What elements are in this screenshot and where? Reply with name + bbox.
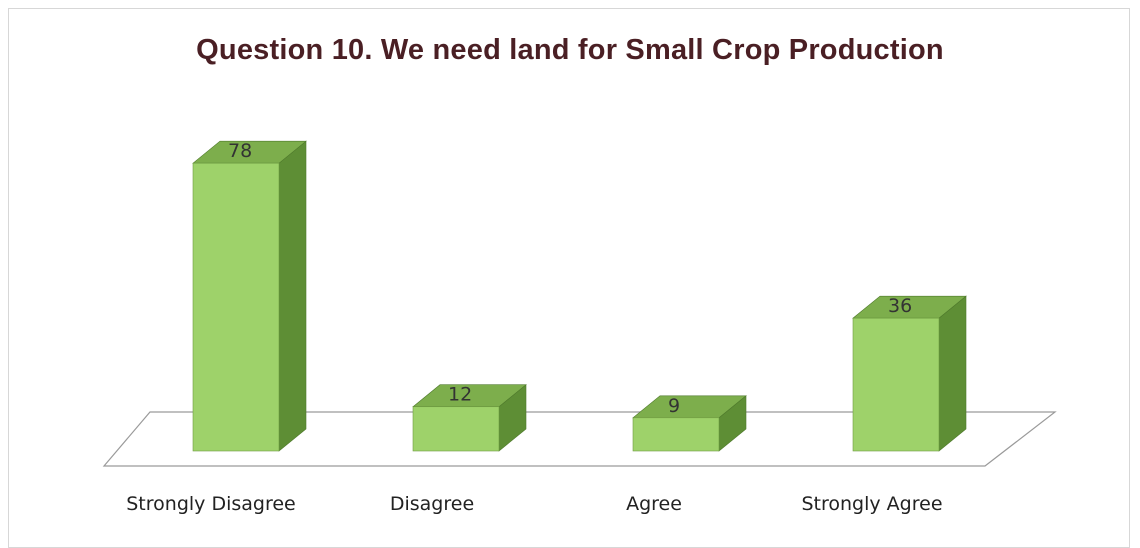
data-label-1: 12 <box>448 384 472 406</box>
bar-side-3 <box>938 295 967 452</box>
bar-0 <box>192 162 280 452</box>
bar-3 <box>852 317 940 452</box>
chart-floor <box>102 411 1057 467</box>
data-label-3: 36 <box>888 295 912 317</box>
category-label-3: Strongly Agree <box>801 493 942 515</box>
bar-1 <box>412 406 500 452</box>
bar-2 <box>632 417 720 452</box>
data-label-2: 9 <box>668 395 680 417</box>
bar-side-0 <box>278 140 307 452</box>
category-label-2: Agree <box>626 493 682 515</box>
bar-chart: 78 Strongly Disagree 12 Disagree 9 Agree 36 Str… <box>102 140 1057 515</box>
chart-title: Question 10. We need land for Small Crop… <box>196 34 944 66</box>
data-label-0: 78 <box>228 140 252 162</box>
labels-group: 78 Strongly Disagree 12 Disagree 9 Agree 36 Str… <box>126 140 942 515</box>
bars-group <box>192 140 967 452</box>
category-label-1: Disagree <box>390 493 474 515</box>
category-label-0: Strongly Disagree <box>126 493 295 515</box>
